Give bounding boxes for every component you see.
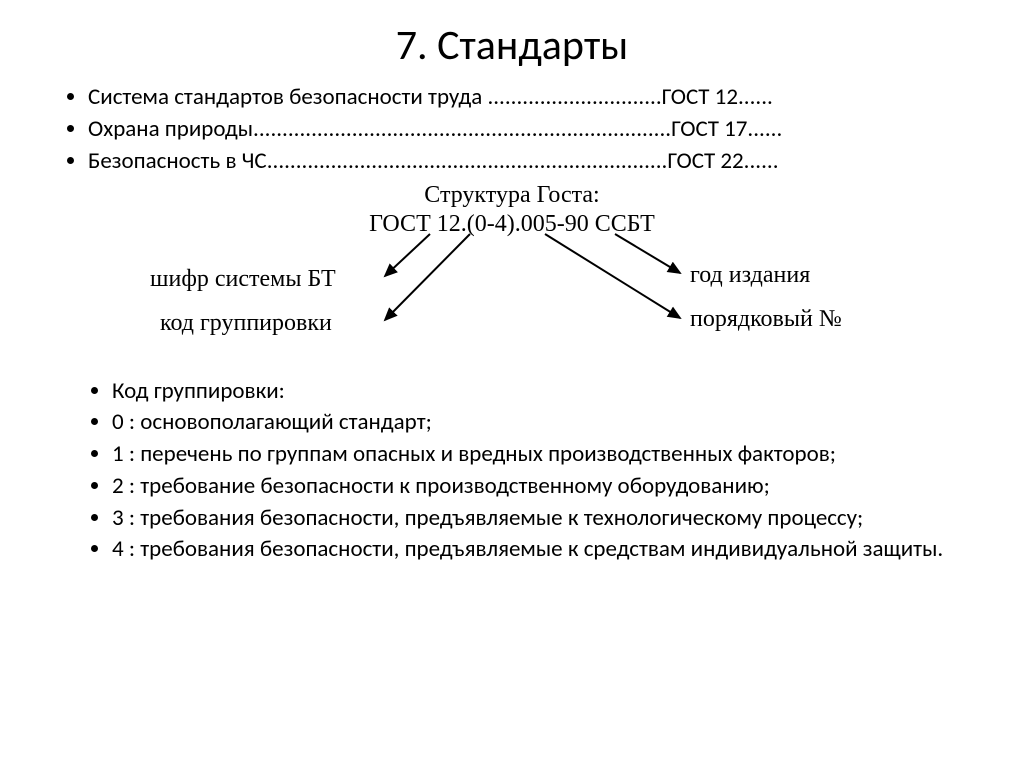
bullet-dots: ........................................… [267, 147, 668, 175]
label-num: порядковый № [690, 306, 842, 333]
bullet-dots: ........................................… [253, 115, 671, 143]
bullet-text-right: ГОСТ 17...... [671, 115, 782, 143]
bullet-text-right: ГОСТ 12...... [662, 83, 773, 111]
bottom-bullet-list: Код группировки: 0 : основополагающий ст… [84, 376, 964, 566]
bullet-text-left: Охрана природы [88, 115, 253, 143]
list-item: 2 : требование безопасности к производст… [112, 471, 964, 503]
slide-title: 7. Стандарты [60, 20, 964, 71]
bullet-text-left: Безопасность в ЧС [88, 147, 267, 175]
list-item: 3 : требования безопасности, предъявляем… [112, 503, 964, 535]
list-item: Система стандартов безопасности труда ..… [88, 81, 964, 113]
list-item: 0 : основополагающий стандарт; [112, 407, 964, 439]
list-item: Код группировки: [112, 376, 964, 408]
top-bullet-list: Система стандартов безопасности труда ..… [60, 81, 964, 178]
label-shifr: шифр системы БТ [150, 266, 336, 293]
list-item: 1 : перечень по группам опасных и вредны… [112, 439, 964, 471]
arrows-svg [60, 238, 964, 368]
bullet-text-left: Система стандартов безопасности труда [88, 83, 487, 111]
label-year: год издания [690, 262, 810, 289]
list-item: 4 : требования безопасности, предъявляем… [112, 534, 964, 566]
bullet-text-right: ГОСТ 22...... [667, 147, 778, 175]
list-item: Безопасность в ЧС.......................… [88, 145, 964, 177]
structure-diagram: шифр системы БТ код группировки год изда… [60, 238, 964, 368]
structure-code: ГОСТ 12.(0-4).005-90 ССБТ [60, 211, 964, 238]
structure-heading: Структура Госта: [60, 182, 964, 209]
bullet-dots: .............................. [487, 83, 661, 111]
label-kod: код группировки [160, 310, 332, 337]
list-item: Охрана природы..........................… [88, 113, 964, 145]
